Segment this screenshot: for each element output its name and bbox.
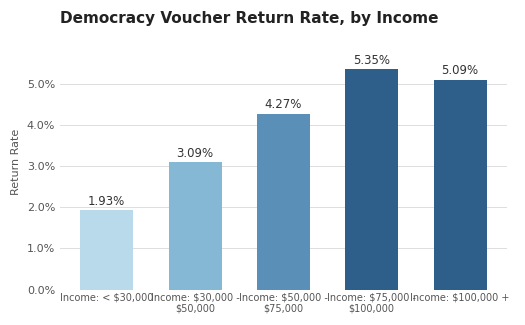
Bar: [80, 210, 133, 290]
Text: 3.09%: 3.09%: [176, 147, 214, 160]
Text: Democracy Voucher Return Rate, by Income: Democracy Voucher Return Rate, by Income: [60, 11, 438, 26]
Text: 1.93%: 1.93%: [88, 195, 125, 208]
Bar: [434, 80, 487, 290]
Text: 5.35%: 5.35%: [353, 54, 390, 67]
Text: 5.09%: 5.09%: [442, 64, 479, 77]
Y-axis label: Return Rate: Return Rate: [11, 129, 21, 195]
Bar: [257, 114, 310, 290]
Bar: [169, 162, 222, 290]
Bar: [345, 69, 398, 290]
Text: 4.27%: 4.27%: [265, 98, 302, 111]
